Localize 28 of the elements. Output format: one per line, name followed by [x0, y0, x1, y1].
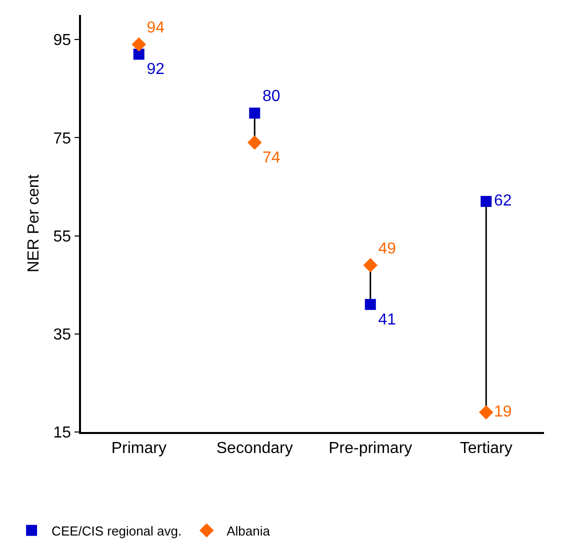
- point: [363, 258, 378, 272]
- y-tick-label: 75: [53, 130, 72, 148]
- point: [480, 196, 492, 207]
- data-label: 92: [146, 61, 165, 78]
- x-tick-label: Tertiary: [460, 440, 512, 457]
- data-label: 49: [378, 240, 396, 258]
- point: [132, 37, 146, 52]
- x-tick-label: Primary: [111, 440, 166, 457]
- data-label: 41: [378, 311, 396, 328]
- legend-label: Albania: [226, 523, 271, 538]
- y-tick-label: 35: [53, 326, 72, 344]
- point: [478, 405, 494, 420]
- y-tick-label: 15: [53, 424, 72, 442]
- data-label: 74: [262, 149, 280, 166]
- point: [133, 48, 144, 60]
- point: [364, 298, 376, 310]
- data-label: 19: [494, 403, 512, 420]
- y-tick-label: 55: [53, 228, 72, 246]
- x-tick-label: Pre-primary: [328, 440, 412, 457]
- data-label: 62: [494, 192, 512, 210]
- data-label: 94: [146, 20, 165, 37]
- point: [249, 108, 260, 119]
- data-label: 80: [262, 88, 280, 106]
- y-axis-title: NER Per cent: [26, 174, 42, 272]
- legend-label: CEE/CIS regional avg.: [52, 523, 182, 538]
- y-tick-label: 95: [53, 32, 72, 50]
- point: [247, 135, 262, 150]
- x-tick-label: Secondary: [216, 440, 293, 457]
